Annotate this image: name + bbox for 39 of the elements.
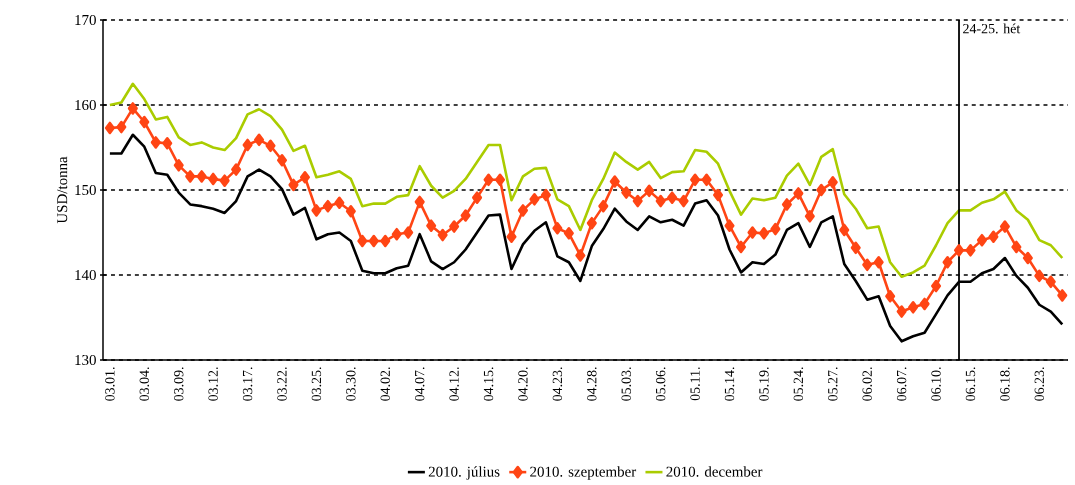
- x-tick-label: 03.22.: [277, 367, 287, 401]
- x-tick-label: 04.15.: [483, 367, 494, 401]
- legend-label: 2010. december: [666, 466, 763, 477]
- legend-label: 2010. július: [428, 466, 500, 480]
- y-tick-label: 150: [75, 184, 96, 196]
- x-tick-label: 05.11.: [690, 367, 700, 401]
- annotation: 24-25. hét: [963, 23, 1021, 34]
- x-tick-label: 05.24.: [793, 367, 804, 401]
- x-tick-label: 04.28.: [587, 367, 597, 401]
- x-tick-label: 03.01.: [105, 367, 115, 401]
- x-tick-label: 04.20.: [518, 367, 528, 401]
- x-tick-label: 05.19.: [759, 367, 769, 401]
- x-tick-label: 03.17.: [242, 367, 253, 401]
- x-tick-label: 03.04.: [139, 367, 150, 401]
- x-tick-label: 05.14.: [724, 367, 735, 401]
- x-tick-label: 03.12.: [208, 367, 218, 401]
- x-tick-label: 05.03.: [621, 367, 631, 401]
- x-tick-label: 03.25.: [311, 367, 322, 401]
- y-axis-title: USD/tonna: [57, 156, 68, 224]
- line-series: [108, 82, 1064, 278]
- x-tick-label: 06.02.: [862, 367, 872, 401]
- x-tick-label: 06.10.: [931, 367, 941, 401]
- x-tick-label: 04.07.: [414, 367, 425, 401]
- x-tick-label: 06.23.: [1034, 367, 1045, 401]
- y-tick-label: 130: [75, 354, 96, 366]
- x-tick-label: 06.15.: [965, 367, 976, 401]
- x-tick-label: 04.23.: [552, 367, 563, 401]
- x-tick-label: 04.02.: [380, 367, 391, 401]
- y-tick-label: 170: [75, 14, 96, 26]
- x-tick-label: 06.18.: [1000, 367, 1010, 401]
- y-tick-label: 160: [75, 99, 96, 111]
- y-tick-label: 140: [75, 269, 96, 281]
- x-tick-label: 03.09.: [173, 367, 184, 401]
- x-tick-label: 04.12.: [449, 367, 459, 401]
- legend-label: 2010. szeptember: [530, 466, 637, 480]
- x-tick-label: 06.07.: [896, 367, 907, 401]
- x-tick-label: 05.06.: [655, 367, 666, 401]
- x-tick-label: 03.30.: [346, 367, 356, 401]
- x-tick-label: 05.27.: [828, 367, 838, 401]
